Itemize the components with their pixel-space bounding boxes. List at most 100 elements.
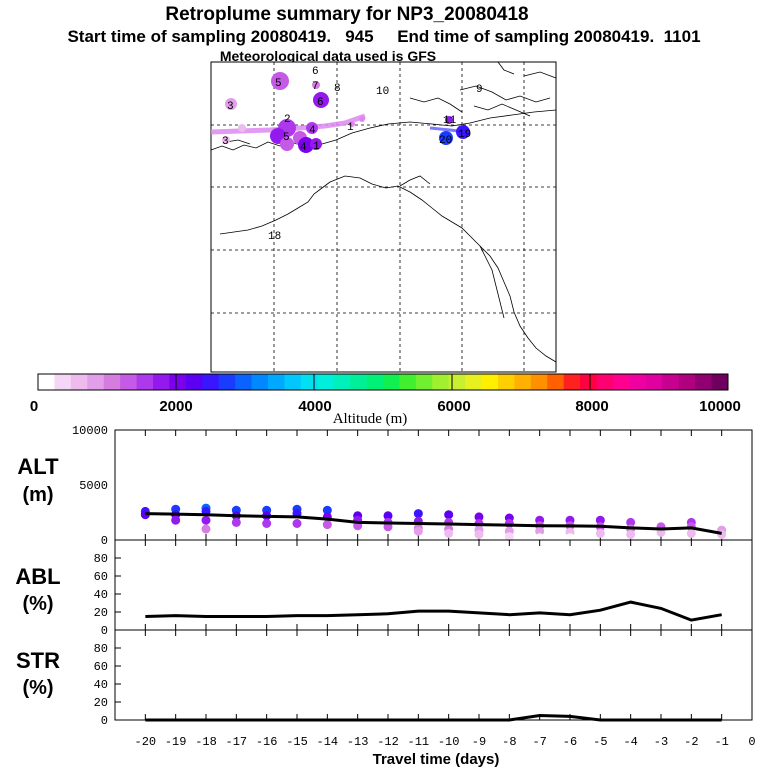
abl-ytick-label: 60 <box>94 570 108 584</box>
day-label: 20 <box>439 135 452 147</box>
colorbar-swatch <box>185 374 203 390</box>
colorbar-swatch <box>448 374 466 390</box>
colorbar-tick-label: 10000 <box>699 398 741 415</box>
alt-point <box>535 526 545 536</box>
str-ylabel-unit: (%) <box>22 677 53 699</box>
alt-point <box>444 510 454 520</box>
colorbar-swatch <box>629 374 647 390</box>
alt-point <box>292 519 302 528</box>
x-axis-label: Travel time (days) <box>373 751 500 768</box>
alt-point <box>413 526 423 536</box>
met-data-line: Meteorological data used is GFS <box>220 48 436 64</box>
x-tick-label: -20 <box>135 735 157 749</box>
abl-ytick-label: 20 <box>94 606 108 620</box>
day-label: 4 <box>309 125 316 137</box>
colorbar-swatch <box>399 374 417 390</box>
colorbar-swatch <box>317 374 335 390</box>
x-axis-tick-labels: -20 -19 -18 -17 -16 -15 -14 -13 -12 -11 -10 -9 -8 -7-… <box>135 735 756 749</box>
colorbar-frame <box>37 373 729 391</box>
alt-point <box>474 530 484 539</box>
x-tick-label: -16 <box>256 735 278 749</box>
colorbar-swatch <box>136 374 154 390</box>
str-frame <box>114 629 753 721</box>
colorbar-swatch <box>284 374 302 390</box>
colorbar-swatch <box>169 374 187 390</box>
x-tick-label: -3 <box>654 735 668 749</box>
figure-title: Retroplume summary for NP3_20080418 <box>165 4 528 25</box>
colorbar-swatch <box>613 374 630 390</box>
alt-point <box>444 528 454 538</box>
colorbar-swatch <box>333 374 351 390</box>
colorbar-swatch <box>383 374 400 390</box>
day-label: 1 <box>347 122 354 134</box>
day-label: 3 <box>222 136 229 148</box>
abl-panel: ABL (%) 80 60 40 20 0 <box>15 539 753 638</box>
alt-point <box>626 530 636 539</box>
abl-ylabel-main: ABL <box>15 564 60 589</box>
colorbar-swatch <box>678 374 696 390</box>
x-tick-label: -4 <box>623 735 637 749</box>
day-label: 10 <box>376 86 389 98</box>
str-ytick-label: 20 <box>94 696 108 710</box>
alt-point <box>171 515 181 525</box>
alt-mean-line <box>145 512 722 535</box>
str-ytick-label: 0 <box>101 714 108 728</box>
plume-marker <box>359 116 365 122</box>
day-labels: 5 6 7 8 10 9 3 6 2 4 1 3 5 4 1 11 20 19 … <box>222 66 483 243</box>
colorbar-swatch <box>103 374 121 390</box>
colorbar-swatches <box>38 374 729 390</box>
abl-line <box>145 600 722 622</box>
alt-point <box>595 528 605 538</box>
x-tick-label: -5 <box>593 735 607 749</box>
colorbar-swatch <box>366 374 384 390</box>
day-label: 18 <box>268 231 281 243</box>
alt-ylabel-unit: (m) <box>22 484 53 506</box>
day-label: 4 <box>300 142 307 154</box>
colorbar-swatch <box>251 374 269 390</box>
str-ytick-label: 60 <box>94 660 108 674</box>
plume-markers <box>222 72 470 153</box>
x-tick-label: -9 <box>472 735 486 749</box>
plume-marker <box>280 137 294 151</box>
x-tick-label: -7 <box>532 735 546 749</box>
plume-marker <box>271 72 289 90</box>
day-label: 11 <box>443 115 457 127</box>
alt-ytick-label: 5000 <box>79 479 108 493</box>
abl-ytick-label: 80 <box>94 552 108 566</box>
plume-marker <box>456 125 470 139</box>
x-tick-label: -1 <box>714 735 728 749</box>
x-tick-label: -19 <box>165 735 187 749</box>
abl-ytick-label: 40 <box>94 588 108 602</box>
alt-point <box>504 532 514 542</box>
alt-point <box>383 522 393 532</box>
plume-marker <box>312 81 320 89</box>
str-line <box>145 713 722 722</box>
alt-point <box>595 515 605 525</box>
alt-point <box>686 528 696 538</box>
alt-point <box>474 512 484 522</box>
x-tick-label: -13 <box>347 735 369 749</box>
day-label: 5 <box>283 132 290 144</box>
day-label: 1 <box>313 141 320 153</box>
map-graticule <box>211 62 556 372</box>
alt-point <box>231 517 241 527</box>
colorbar-swatch <box>120 374 138 390</box>
day-label: 7 <box>312 81 319 93</box>
colorbar-swatch <box>711 374 729 390</box>
x-tick-label: -15 <box>286 735 308 749</box>
abl-ytick-label: 0 <box>101 624 108 638</box>
colorbar-swatch <box>645 374 663 390</box>
colorbar-swatch <box>580 374 598 390</box>
colorbar-swatch <box>350 374 368 390</box>
x-tick-label: -2 <box>684 735 698 749</box>
plume-marker <box>298 137 314 153</box>
x-tick-label: -17 <box>226 735 248 749</box>
alt-point <box>262 519 272 528</box>
plume-marker <box>306 122 318 134</box>
day-label: 8 <box>334 83 341 95</box>
colorbar-swatch <box>662 374 680 390</box>
colorbar-swatch <box>202 374 220 390</box>
str-ytick-label: 80 <box>94 642 108 656</box>
colorbar-swatch <box>300 374 318 390</box>
day-label: 3 <box>227 101 234 113</box>
